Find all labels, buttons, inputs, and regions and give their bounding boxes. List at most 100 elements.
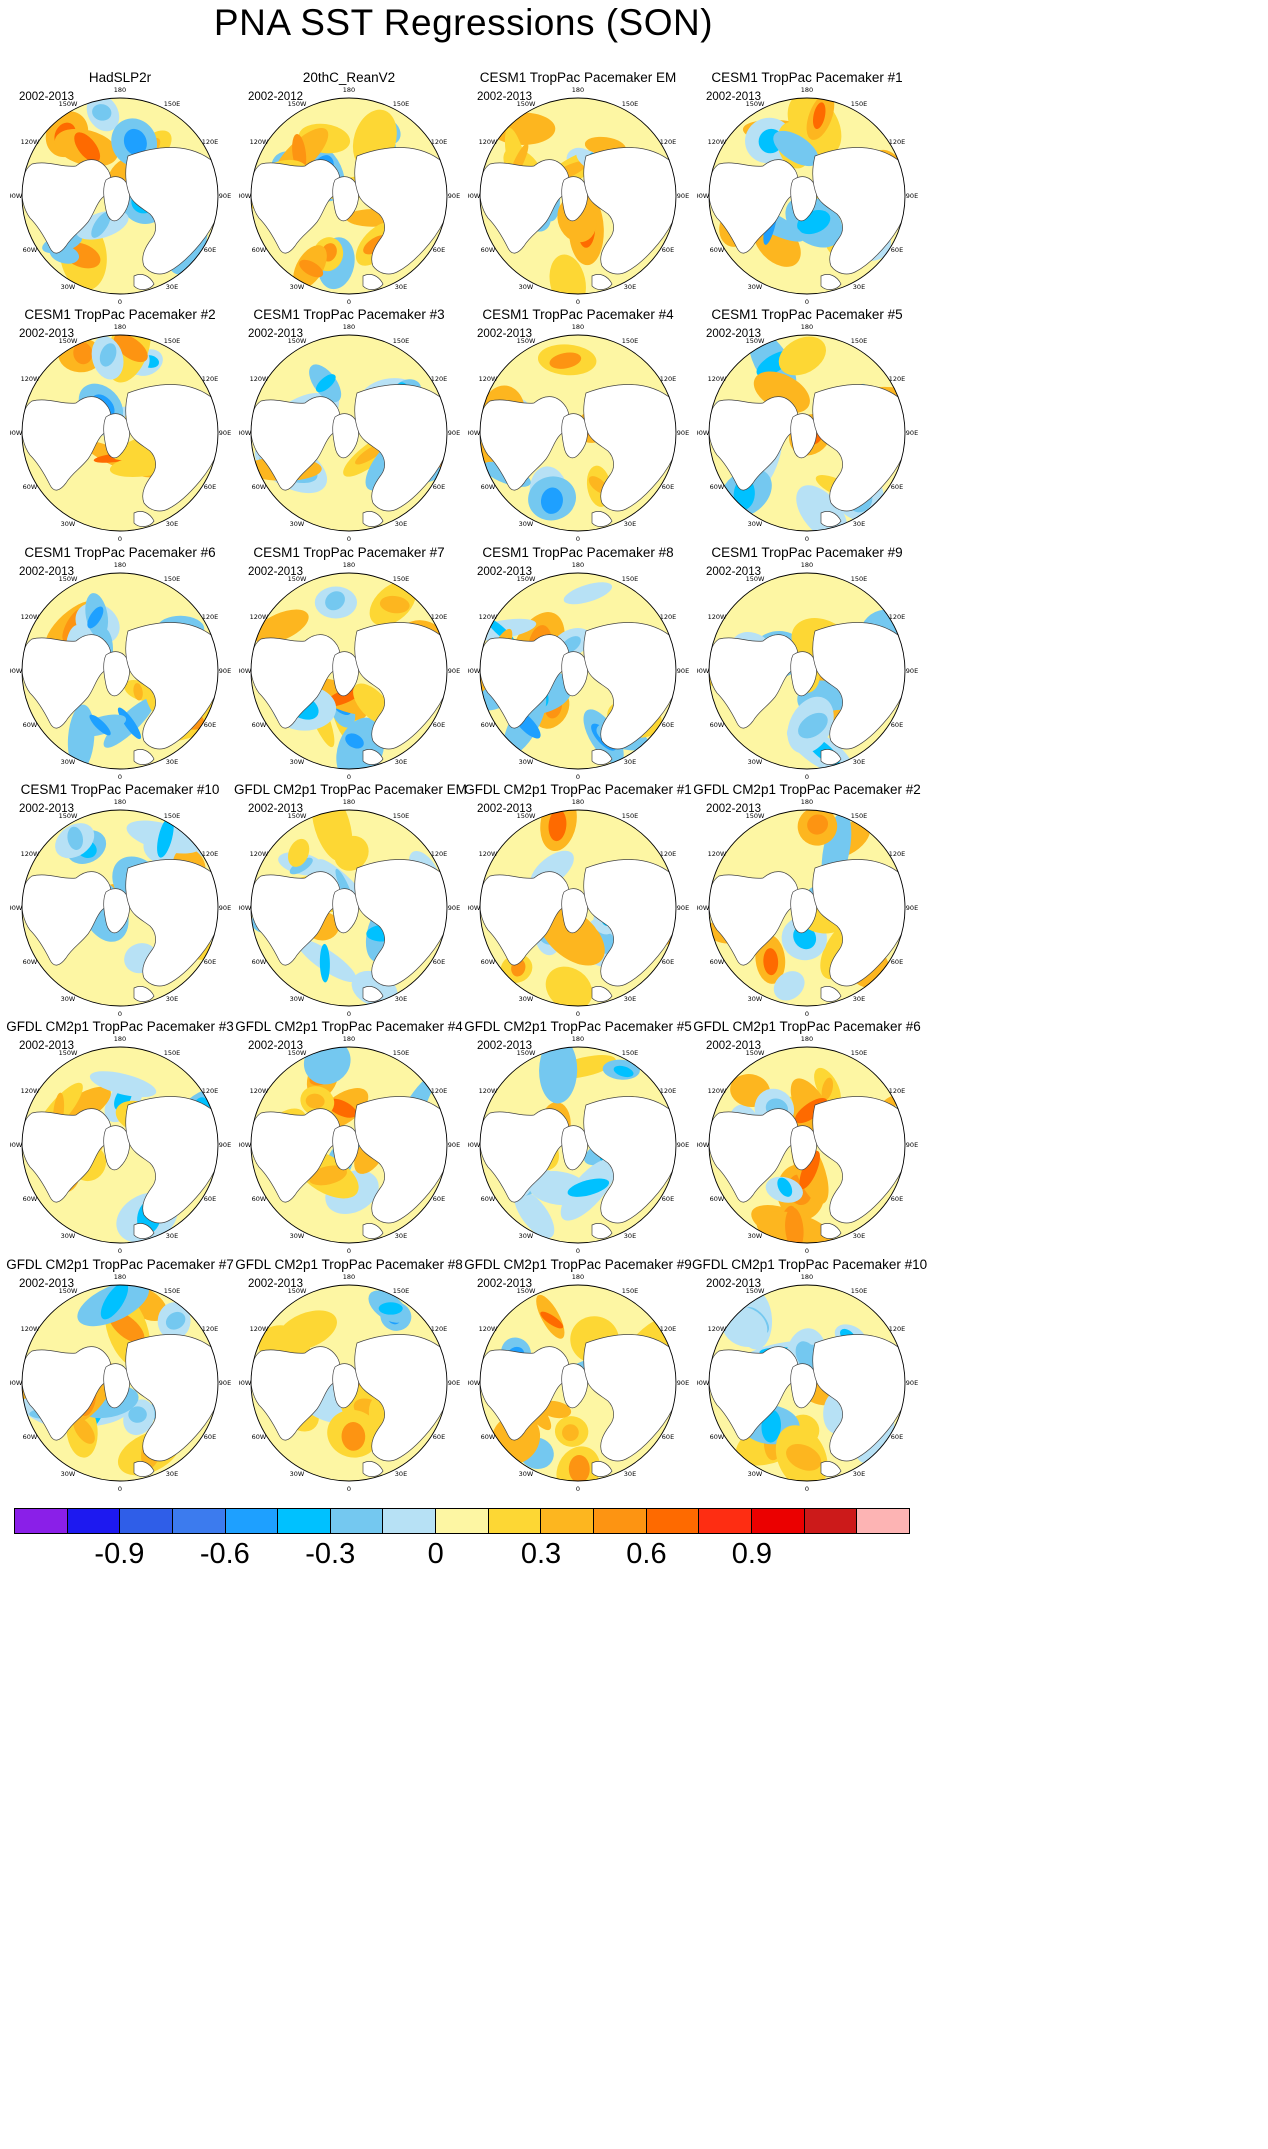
landmass <box>709 634 799 729</box>
polar-sst-map: 180 150W 150E 120W 120E 90W 90E 60W 60E 30W 30E 0 <box>468 798 689 1018</box>
longitude-label: 30E <box>395 283 407 291</box>
landmass <box>812 622 905 750</box>
landmass <box>332 651 359 697</box>
longitude-label: 60E <box>433 1433 445 1441</box>
longitude-label: 90W <box>468 1379 481 1387</box>
longitude-label: 150W <box>746 100 765 108</box>
longitude-label: 120W <box>21 1325 40 1333</box>
longitude-label: 30W <box>61 283 76 291</box>
longitude-label: 30W <box>519 1232 534 1240</box>
map-panel: GFDL CM2p1 TropPac Pacemaker #7 180 150W 15… <box>5 1257 235 1493</box>
panel-period: 2002-2013 <box>19 328 74 340</box>
longitude-label: 180 <box>572 561 584 569</box>
longitude-label: 150W <box>746 1287 765 1295</box>
longitude-label: 0 <box>347 535 351 543</box>
longitude-label: 120E <box>660 138 677 146</box>
longitude-label: 30W <box>61 758 76 766</box>
colorbar-tick-label: 0.9 <box>731 1538 773 1570</box>
longitude-label: 120W <box>250 375 269 383</box>
colorbar-swatch <box>646 1509 700 1533</box>
longitude-label: 30E <box>853 1232 865 1240</box>
map-panel: GFDL CM2p1 TropPac Pacemaker #6 180 150W 15… <box>692 1019 922 1255</box>
landmass <box>354 622 447 750</box>
landmass <box>480 396 570 491</box>
longitude-label: 30E <box>624 520 636 528</box>
longitude-label: 150W <box>59 575 78 583</box>
longitude-label: 60E <box>433 246 445 254</box>
panel-period: 2002-2013 <box>477 1040 532 1052</box>
landmass <box>790 1125 817 1171</box>
longitude-label: 90W <box>697 904 710 912</box>
map-frame <box>21 97 219 295</box>
landmass <box>125 1096 218 1224</box>
landmass <box>709 396 799 491</box>
colorbar-swatch <box>67 1509 121 1533</box>
longitude-label: 90W <box>697 1379 710 1387</box>
longitude-label: 90E <box>677 1379 689 1387</box>
longitude-label: 60E <box>204 483 216 491</box>
map-frame <box>708 809 906 1007</box>
longitude-label: 60W <box>481 483 496 491</box>
longitude-label: 120E <box>889 613 906 621</box>
longitude-label: 90W <box>468 904 481 912</box>
colorbar-swatch <box>751 1509 805 1533</box>
longitude-label: 120W <box>21 613 40 621</box>
panel-period: 2002-2013 <box>19 91 74 103</box>
longitude-label: 90W <box>697 667 710 675</box>
map-panel: CESM1 TropPac Pacemaker #2 180 150W 150E 120… <box>5 307 235 543</box>
longitude-label: 150W <box>59 100 78 108</box>
polar-sst-map: 180 150W 150E 120W 120E 90W 90E 60W 60E 30W 30E 0 <box>239 561 460 781</box>
longitude-label: 60E <box>662 958 674 966</box>
longitude-label: 120E <box>889 1325 906 1333</box>
map-panel: GFDL CM2p1 TropPac Pacemaker #9 180 150W 15… <box>463 1257 693 1493</box>
longitude-label: 150W <box>746 575 765 583</box>
longitude-label: 90E <box>448 667 460 675</box>
longitude-label: 120E <box>660 850 677 858</box>
panel-title: CESM1 TropPac Pacemaker #7 <box>253 545 445 560</box>
longitude-label: 180 <box>343 561 355 569</box>
longitude-label: 180 <box>801 1035 813 1043</box>
longitude-label: 150W <box>746 337 765 345</box>
longitude-label: 90W <box>10 1379 23 1387</box>
longitude-label: 120W <box>250 850 269 858</box>
map-panel: GFDL CM2p1 TropPac Pacemaker #4 180 150W 15… <box>234 1019 464 1255</box>
landmass <box>790 888 817 934</box>
panel-period: 2002-2013 <box>19 1040 74 1052</box>
longitude-label: 120E <box>660 1087 677 1095</box>
longitude-label: 90E <box>677 192 689 200</box>
panel-period: 2002-2013 <box>477 803 532 815</box>
colorbar-swatch <box>172 1509 226 1533</box>
polar-sst-map: 180 150W 150E 120W 120E 90W 90E 60W 60E 30W 30E 0 <box>697 323 918 543</box>
panel-title: CESM1 TropPac Pacemaker #10 <box>20 782 220 797</box>
longitude-label: 120W <box>479 850 498 858</box>
longitude-label: 150E <box>393 812 410 820</box>
colorbar-swatch <box>436 1509 489 1533</box>
longitude-label: 120E <box>202 138 219 146</box>
longitude-label: 180 <box>572 86 584 94</box>
map-frame <box>21 334 219 532</box>
landmass <box>22 1108 112 1203</box>
longitude-label: 120E <box>889 375 906 383</box>
longitude-label: 60W <box>23 721 38 729</box>
longitude-label: 30E <box>624 1232 636 1240</box>
longitude-label: 60W <box>23 246 38 254</box>
landmass <box>591 1461 613 1477</box>
longitude-label: 90W <box>239 192 252 200</box>
colorbar-swatch <box>804 1509 858 1533</box>
landmass <box>812 1334 905 1462</box>
longitude-label: 60E <box>891 1195 903 1203</box>
longitude-label: 60E <box>433 1195 445 1203</box>
longitude-label: 150W <box>517 337 536 345</box>
longitude-label: 60W <box>481 721 496 729</box>
longitude-label: 30E <box>395 520 407 528</box>
landmass <box>561 1363 588 1409</box>
longitude-label: 30E <box>853 283 865 291</box>
longitude-label: 120E <box>431 850 448 858</box>
panel-title: CESM1 TropPac Pacemaker #3 <box>253 307 445 322</box>
longitude-label: 60W <box>23 483 38 491</box>
longitude-label: 30E <box>853 1470 865 1478</box>
longitude-label: 150E <box>851 100 868 108</box>
landmass <box>251 634 341 729</box>
longitude-label: 180 <box>801 1273 813 1281</box>
polar-sst-map: 180 150W 150E 120W 120E 90W 90E 60W 60E 30W 30E 0 <box>239 1273 460 1493</box>
